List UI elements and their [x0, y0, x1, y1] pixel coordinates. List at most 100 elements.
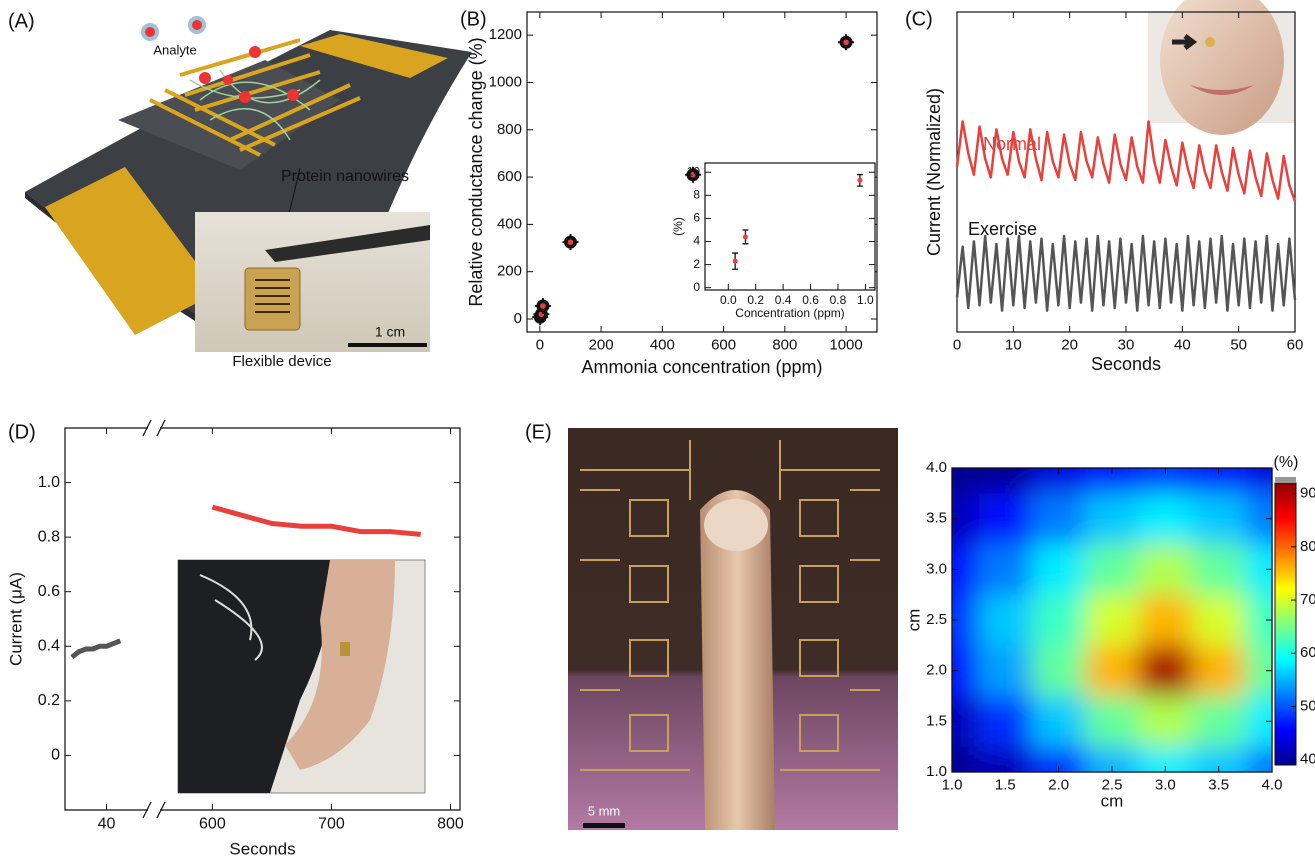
x-tick-label: 0.0 — [720, 293, 737, 307]
colorbar-tick-label: 80 — [1300, 538, 1315, 555]
y-tick-label: 2.5 — [926, 611, 947, 628]
x-tick-label: 0 — [953, 336, 961, 353]
colorbar-tick-label: 50 — [1300, 697, 1315, 714]
panel-label: (C) — [905, 8, 933, 30]
y-tick-label: 200 — [497, 263, 522, 280]
y-tick-label: 600 — [497, 168, 522, 185]
device-photo — [245, 268, 300, 330]
x-tick-label: 4.0 — [1262, 776, 1283, 793]
heat-cell — [1085, 595, 1138, 646]
x-tick-label: 400 — [650, 336, 675, 353]
annotation: Analyte — [153, 42, 196, 57]
x-tick-label: 10 — [1005, 336, 1022, 353]
heat-cell — [1032, 493, 1085, 544]
x-tick-label: 20 — [1061, 336, 1078, 353]
series-line — [72, 641, 120, 657]
device-schematic — [145, 27, 155, 37]
y-tick-label: 6 — [693, 211, 700, 225]
heat-cell — [979, 544, 1032, 595]
colorbar-tick-label: 90 — [1300, 485, 1315, 502]
marker — [857, 178, 862, 183]
y-tick-label: 1.5 — [926, 712, 947, 729]
y-tick-label: 10 — [687, 164, 701, 178]
series-line — [957, 236, 1295, 311]
heat-cell — [1139, 544, 1192, 595]
x-tick-label: 1.0 — [857, 293, 874, 307]
heat-cell — [1192, 696, 1245, 747]
heat-cell — [1032, 645, 1085, 696]
x-tick-label: 50 — [1230, 336, 1247, 353]
device-schematic — [287, 89, 299, 101]
x-tick-label: 700 — [318, 816, 345, 833]
x-tick-label: 800 — [772, 336, 797, 353]
x-tick-label: 0.2 — [747, 293, 764, 307]
marker-center — [568, 239, 574, 245]
annotation: Protein nanowires — [281, 168, 409, 185]
device-schematic — [249, 46, 261, 58]
y-tick-label: 3.0 — [926, 560, 947, 577]
colorbar-tick-label: 60 — [1300, 644, 1315, 661]
y-axis-label: cm — [904, 609, 923, 632]
y-tick-label: 1.0 — [38, 474, 60, 491]
x-tick-label: 600 — [711, 336, 736, 353]
arm-photo — [340, 642, 350, 656]
marker — [743, 234, 748, 239]
scale-label: 5 mm — [588, 803, 621, 818]
y-tick-label: 0.2 — [38, 692, 60, 709]
annotation: Flexible device — [232, 353, 331, 370]
heat-cell — [1085, 645, 1138, 696]
face-photo — [1205, 37, 1215, 47]
y-tick-label: 8 — [693, 187, 700, 201]
heatmap-cells — [925, 443, 1298, 798]
x-tick-label: 0.4 — [775, 293, 792, 307]
x-axis-label: Concentration (ppm) — [735, 306, 844, 320]
heatmap — [925, 443, 1298, 798]
x-tick-label: 2.0 — [1048, 776, 1069, 793]
x-tick-label: 200 — [589, 336, 614, 353]
heat-cell — [1085, 696, 1138, 747]
y-tick-label: 4.0 — [926, 459, 947, 476]
panel-label: (E) — [525, 421, 552, 443]
x-axis-label: Seconds — [229, 839, 295, 858]
series-line — [212, 507, 420, 534]
heat-cell — [979, 493, 1032, 544]
y-tick-label: 0 — [51, 747, 60, 764]
heat-cell — [1032, 544, 1085, 595]
heat-cell — [979, 595, 1032, 646]
device-photo — [348, 343, 427, 347]
x-tick-label: 600 — [199, 816, 226, 833]
y-tick-label: 0.4 — [38, 638, 60, 655]
array-photo — [568, 428, 898, 830]
marker — [733, 259, 738, 264]
y-tick-label: 2 — [693, 257, 700, 271]
device-schematic — [223, 75, 233, 85]
face-photo — [1148, 0, 1295, 135]
y-tick-label: 0.8 — [38, 528, 60, 545]
y-tick-label: 0 — [514, 310, 522, 327]
heat-cell — [1032, 595, 1085, 646]
array-photo — [583, 823, 625, 828]
scale-label: 1 cm — [375, 324, 405, 340]
x-tick-label: 1.5 — [995, 776, 1016, 793]
x-tick-label: 40 — [1174, 336, 1191, 353]
device-schematic — [239, 91, 251, 103]
series-label: Exercise — [968, 219, 1037, 239]
series-label: Normal — [983, 134, 1041, 154]
axis-frame — [705, 163, 875, 290]
colorbar-label: (%) — [1274, 454, 1299, 471]
y-tick-label: 2.0 — [926, 662, 947, 679]
heat-cell — [979, 645, 1032, 696]
array-photo — [704, 499, 768, 551]
x-tick-label: 0 — [536, 336, 544, 353]
figure: (A) (B) (C) (D) (E) Analyte Protein nano… — [0, 0, 1315, 862]
y-tick-label: 1.0 — [926, 763, 947, 780]
y-tick-label: 0 — [693, 280, 700, 294]
x-tick-label: 0.6 — [802, 293, 819, 307]
y-axis-label: Current (μA) — [6, 572, 25, 666]
x-axis-label: Ammonia concentration (ppm) — [581, 357, 822, 377]
heat-cell — [1139, 493, 1192, 544]
page: Figure {"figure":{"panel_labels":["(A)",… — [0, 0, 1315, 862]
y-tick-label: 0.6 — [38, 583, 60, 600]
x-tick-label: 40 — [98, 816, 116, 833]
device-schematic — [192, 20, 202, 30]
